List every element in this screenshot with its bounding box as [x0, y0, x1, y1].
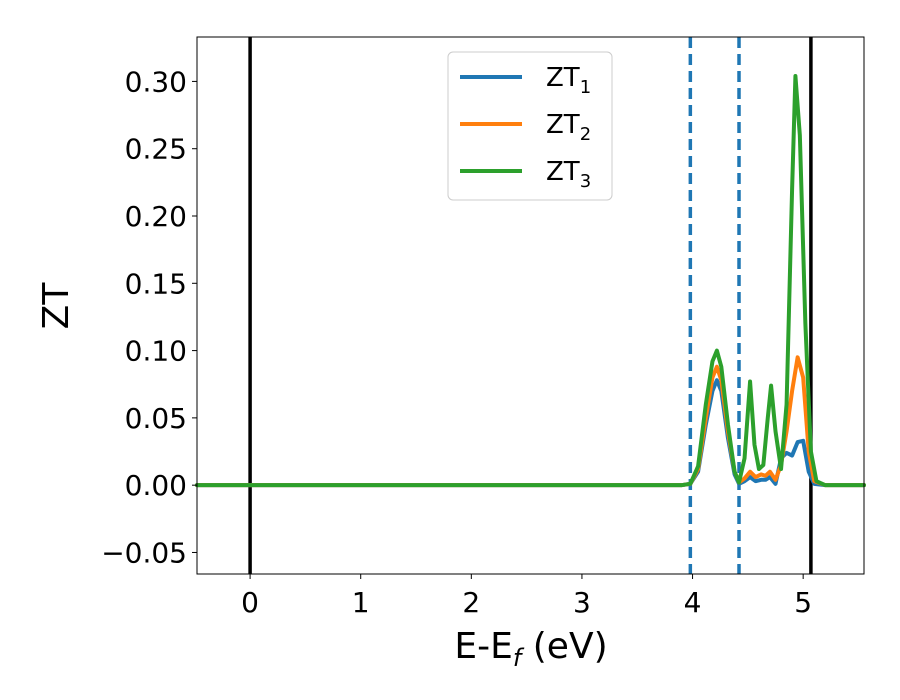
- legend: ZT1 ZT2 ZT3: [447, 51, 613, 201]
- legend-label-zt3: ZT3: [546, 157, 591, 192]
- y-axis: −0.05 0.00 0.05 0.10 0.15 0.20 0.25 0.30: [101, 65, 197, 569]
- legend-label-zt1-sub: 1: [580, 77, 591, 98]
- y-tick-label-1: 0.00: [125, 469, 187, 502]
- x-axis-title-unit: (eV): [521, 626, 607, 667]
- legend-box: [447, 51, 613, 201]
- x-tick-label-2: 2: [462, 586, 480, 619]
- y-tick-label-4: 0.15: [125, 267, 187, 300]
- plot-frame: [196, 36, 865, 575]
- y-tick-label-5: 0.20: [125, 200, 187, 233]
- legend-label-zt1-main: ZT: [546, 63, 580, 93]
- y-axis-title: ZT: [36, 282, 77, 330]
- y-tick-label-3: 0.10: [125, 335, 187, 368]
- series-line-zt2: [195, 355, 866, 488]
- x-tick-label-1: 1: [352, 586, 370, 619]
- legend-label-zt2-sub: 2: [580, 124, 591, 145]
- x-tick-label-4: 4: [684, 586, 702, 619]
- x-tick-label-0: 0: [241, 586, 259, 619]
- x-tick-label-3: 3: [573, 586, 591, 619]
- x-tick-label-5: 5: [794, 586, 812, 619]
- x-axis-title-main: E-E: [454, 626, 512, 667]
- legend-label-zt2: ZT2: [546, 110, 591, 145]
- series-layer: [195, 74, 866, 488]
- series-line-zt1: [195, 378, 866, 488]
- y-tick-label-2: 0.05: [125, 402, 187, 435]
- series-line-zt3: [195, 74, 866, 488]
- legend-label-zt3-sub: 3: [580, 171, 591, 192]
- y-tick-label-7: 0.30: [125, 65, 187, 98]
- y-tick-label-0: −0.05: [101, 536, 187, 569]
- x-axis-title: E-Ef (eV): [454, 626, 607, 672]
- legend-label-zt1: ZT1: [546, 63, 591, 98]
- y-tick-label-6: 0.25: [125, 133, 187, 166]
- legend-label-zt2-main: ZT: [546, 110, 580, 140]
- legend-label-zt3-main: ZT: [546, 157, 580, 187]
- x-axis: 0 1 2 3 4 5: [241, 574, 812, 619]
